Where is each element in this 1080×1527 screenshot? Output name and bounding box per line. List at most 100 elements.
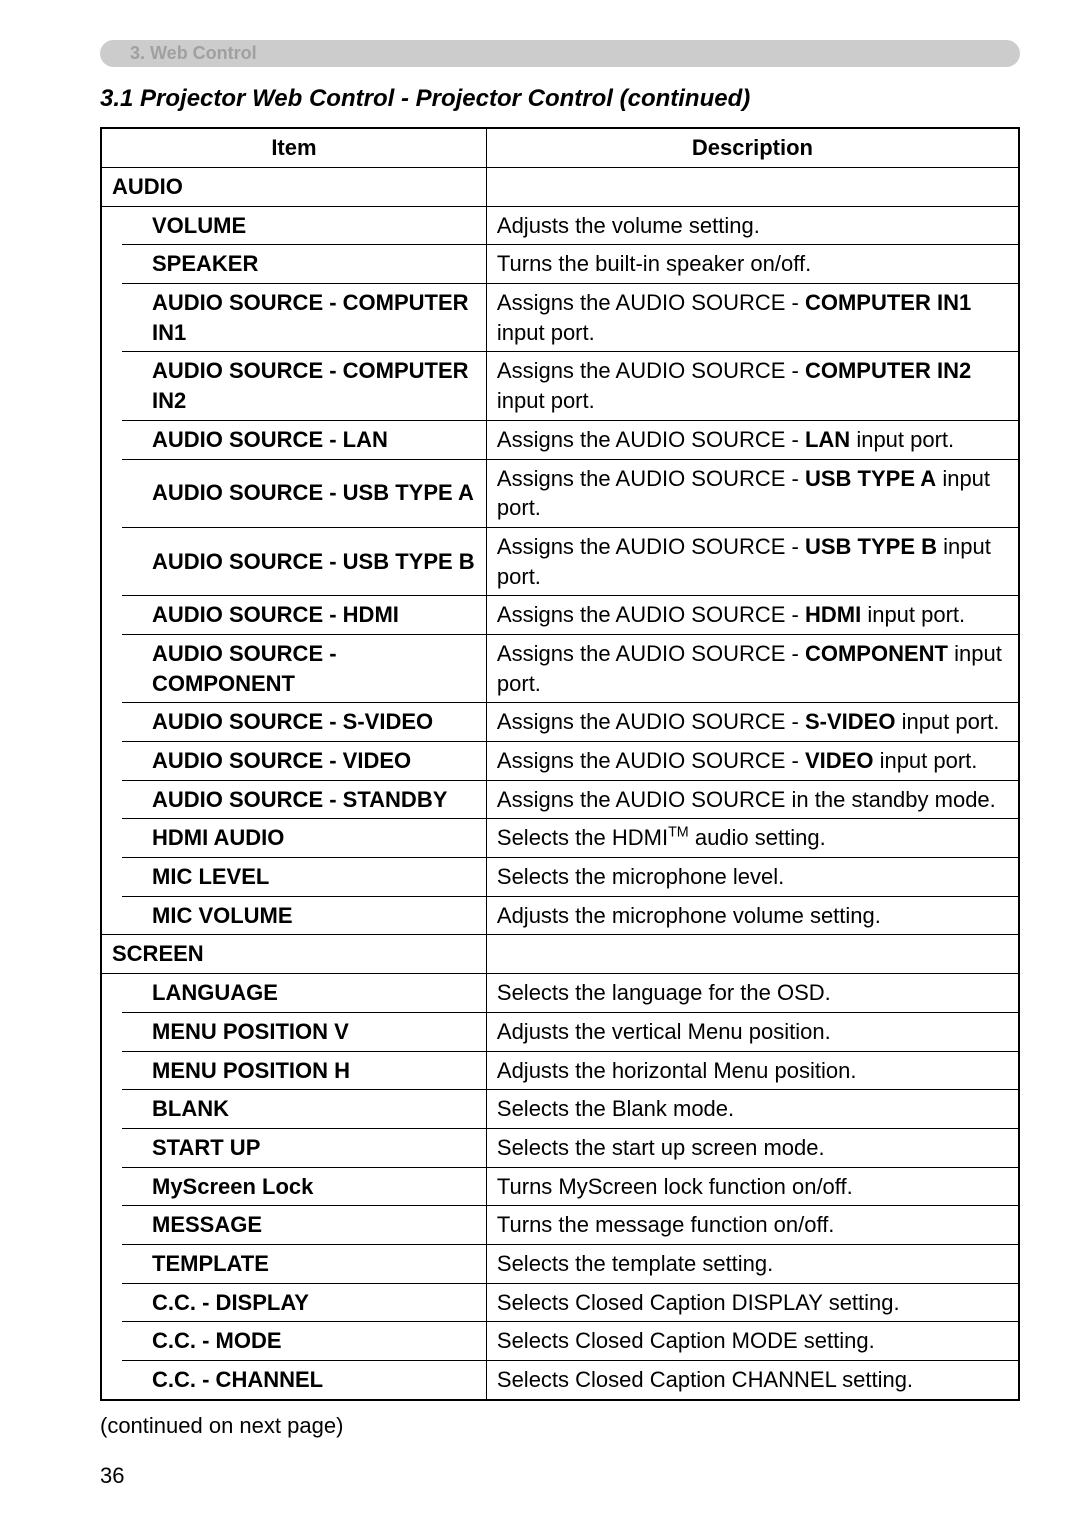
language-item: LANGUAGE — [122, 974, 486, 1013]
src-standby-desc: Assigns the AUDIO SOURCE in the standby … — [486, 780, 1019, 819]
desc-suffix: input port. — [497, 320, 595, 345]
src-svideo-item: AUDIO SOURCE - S-VIDEO — [122, 703, 486, 742]
mic-level-item: MIC LEVEL — [122, 858, 486, 897]
table-header-row: Item Description — [101, 128, 1019, 168]
speaker-desc: Turns the built-in speaker on/off. — [486, 245, 1019, 284]
desc-bold: USB TYPE B — [805, 534, 937, 559]
ccmode-desc: Selects Closed Caption MODE setting. — [486, 1322, 1019, 1361]
audio-section-row: AUDIO — [101, 168, 1019, 207]
ccmode-item: C.C. - MODE — [122, 1322, 486, 1361]
desc-bold: USB TYPE A — [805, 466, 936, 491]
section-tab: 3. Web Control — [100, 40, 1020, 67]
table-row: AUDIO SOURCE - STANDBY Assigns the AUDIO… — [101, 780, 1019, 819]
src-video-item: AUDIO SOURCE - VIDEO — [122, 742, 486, 781]
desc-bold: COMPONENT — [805, 641, 948, 666]
src-component-desc: Assigns the AUDIO SOURCE - COMPONENT inp… — [486, 634, 1019, 702]
mic-level-desc: Selects the microphone level. — [486, 858, 1019, 897]
menuposh-item: MENU POSITION H — [122, 1051, 486, 1090]
desc-prefix: Assigns the AUDIO SOURCE - — [497, 290, 805, 315]
speaker-item: SPEAKER — [122, 245, 486, 284]
table-row: MyScreen Lock Turns MyScreen lock functi… — [101, 1167, 1019, 1206]
ccchannel-desc: Selects Closed Caption CHANNEL setting. — [486, 1361, 1019, 1400]
src-standby-item: AUDIO SOURCE - STANDBY — [122, 780, 486, 819]
audio-indent — [101, 206, 122, 935]
desc-bold: HDMI — [805, 602, 861, 627]
volume-item: VOLUME — [122, 206, 486, 245]
blank-desc: Selects the Blank mode. — [486, 1090, 1019, 1129]
blank-item: BLANK — [122, 1090, 486, 1129]
menuposv-item: MENU POSITION V — [122, 1012, 486, 1051]
table-row: C.C. - CHANNEL Selects Closed Caption CH… — [101, 1361, 1019, 1400]
src-compin1-item: AUDIO SOURCE - COMPUTER IN1 — [122, 284, 486, 352]
myscreen-desc: Turns MyScreen lock function on/off. — [486, 1167, 1019, 1206]
table-row: AUDIO SOURCE - COMPUTER IN1 Assigns the … — [101, 284, 1019, 352]
desc-sup: TM — [668, 825, 689, 841]
table-row: LANGUAGE Selects the language for the OS… — [101, 974, 1019, 1013]
audio-blank — [486, 168, 1019, 207]
src-usbb-item: AUDIO SOURCE - USB TYPE B — [122, 527, 486, 595]
language-desc: Selects the language for the OSD. — [486, 974, 1019, 1013]
audio-label: AUDIO — [101, 168, 486, 207]
table-row: AUDIO SOURCE - VIDEO Assigns the AUDIO S… — [101, 742, 1019, 781]
page-heading: 3.1 Projector Web Control - Projector Co… — [100, 85, 1020, 113]
table-row: MIC VOLUME Adjusts the microphone volume… — [101, 896, 1019, 935]
volume-desc: Adjusts the volume setting. — [486, 206, 1019, 245]
src-usba-desc: Assigns the AUDIO SOURCE - USB TYPE A in… — [486, 459, 1019, 527]
template-desc: Selects the template setting. — [486, 1244, 1019, 1283]
table-row: MESSAGE Turns the message function on/of… — [101, 1206, 1019, 1245]
src-svideo-desc: Assigns the AUDIO SOURCE - S-VIDEO input… — [486, 703, 1019, 742]
src-usba-item: AUDIO SOURCE - USB TYPE A — [122, 459, 486, 527]
src-compin1-desc: Assigns the AUDIO SOURCE - COMPUTER IN1 … — [486, 284, 1019, 352]
table-row: TEMPLATE Selects the template setting. — [101, 1244, 1019, 1283]
table-row: MIC LEVEL Selects the microphone level. — [101, 858, 1019, 897]
desc-suffix: input port. — [497, 388, 595, 413]
table-row: AUDIO SOURCE - USB TYPE B Assigns the AU… — [101, 527, 1019, 595]
src-compin2-desc: Assigns the AUDIO SOURCE - COMPUTER IN2 … — [486, 352, 1019, 420]
desc-prefix: Assigns the AUDIO SOURCE - — [497, 358, 805, 383]
table-row: SPEAKER Turns the built-in speaker on/of… — [101, 245, 1019, 284]
table-row: AUDIO SOURCE - HDMI Assigns the AUDIO SO… — [101, 596, 1019, 635]
table-row: AUDIO SOURCE - COMPUTER IN2 Assigns the … — [101, 352, 1019, 420]
src-hdmi-desc: Assigns the AUDIO SOURCE - HDMI input po… — [486, 596, 1019, 635]
desc-suffix: input port. — [850, 427, 954, 452]
ccdisplay-item: C.C. - DISPLAY — [122, 1283, 486, 1322]
screen-section-row: SCREEN — [101, 935, 1019, 974]
mic-volume-desc: Adjusts the microphone volume setting. — [486, 896, 1019, 935]
hdmi-audio-item: HDMI AUDIO — [122, 819, 486, 858]
desc-prefix: Assigns the AUDIO SOURCE - — [497, 534, 805, 559]
hdmi-audio-desc: Selects the HDMITM audio setting. — [486, 819, 1019, 858]
table-row: HDMI AUDIO Selects the HDMITM audio sett… — [101, 819, 1019, 858]
table-row: AUDIO SOURCE - S-VIDEO Assigns the AUDIO… — [101, 703, 1019, 742]
header-item: Item — [101, 128, 486, 168]
desc-bold: LAN — [805, 427, 850, 452]
desc-bold: COMPUTER IN2 — [805, 358, 971, 383]
screen-indent — [101, 974, 122, 1400]
screen-blank — [486, 935, 1019, 974]
desc-prefix: Assigns the AUDIO SOURCE - — [497, 709, 805, 734]
src-video-desc: Assigns the AUDIO SOURCE - VIDEO input p… — [486, 742, 1019, 781]
src-lan-item: AUDIO SOURCE - LAN — [122, 420, 486, 459]
table-row: MENU POSITION H Adjusts the horizontal M… — [101, 1051, 1019, 1090]
message-desc: Turns the message function on/off. — [486, 1206, 1019, 1245]
table-row: START UP Selects the start up screen mod… — [101, 1128, 1019, 1167]
table-row: VOLUME Adjusts the volume setting. — [101, 206, 1019, 245]
startup-item: START UP — [122, 1128, 486, 1167]
table-row: MENU POSITION V Adjusts the vertical Men… — [101, 1012, 1019, 1051]
ccdisplay-desc: Selects Closed Caption DISPLAY setting. — [486, 1283, 1019, 1322]
mic-volume-item: MIC VOLUME — [122, 896, 486, 935]
desc-prefix: Assigns the AUDIO SOURCE - — [497, 748, 805, 773]
table-row: C.C. - DISPLAY Selects Closed Caption DI… — [101, 1283, 1019, 1322]
header-description: Description — [486, 128, 1019, 168]
desc-bold: VIDEO — [805, 748, 873, 773]
desc-suffix: audio setting. — [689, 825, 826, 850]
message-item: MESSAGE — [122, 1206, 486, 1245]
settings-table: Item Description AUDIO VOLUME Adjusts th… — [100, 127, 1020, 1401]
desc-suffix: input port. — [861, 602, 965, 627]
myscreen-item: MyScreen Lock — [122, 1167, 486, 1206]
src-hdmi-item: AUDIO SOURCE - HDMI — [122, 596, 486, 635]
desc-prefix: Selects the HDMI — [497, 825, 668, 850]
desc-prefix: Assigns the AUDIO SOURCE - — [497, 602, 805, 627]
desc-prefix: Assigns the AUDIO SOURCE - — [497, 427, 805, 452]
desc-suffix: input port. — [895, 709, 999, 734]
footer-note: (continued on next page) — [100, 1413, 1020, 1439]
